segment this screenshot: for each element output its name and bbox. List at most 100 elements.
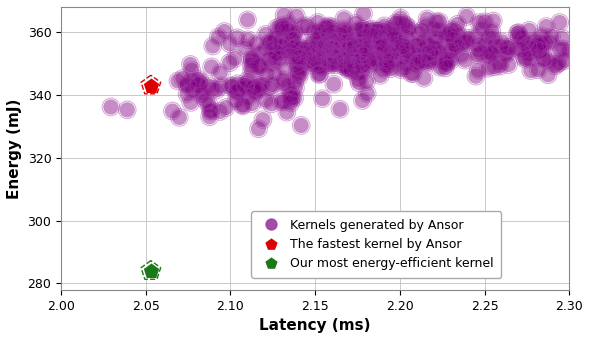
Point [274, 50, 283, 56]
Point [322, 26, 332, 32]
Point [280, 67, 290, 72]
Point [232, 89, 242, 95]
Point [487, 29, 497, 34]
Point [290, 45, 299, 51]
Point [287, 37, 296, 43]
Point [204, 102, 214, 107]
Point [272, 25, 281, 31]
Point [295, 55, 304, 61]
Point [330, 62, 340, 67]
Point [186, 100, 195, 105]
Point [238, 102, 247, 107]
Point [327, 24, 337, 30]
Point [378, 67, 388, 72]
Point [254, 63, 263, 68]
Point [215, 70, 225, 75]
Point [304, 44, 314, 49]
Point [378, 67, 388, 72]
Point [321, 55, 330, 61]
Point [350, 46, 359, 51]
Point [365, 58, 374, 63]
Point [537, 42, 547, 48]
Point [351, 21, 360, 26]
Point [419, 75, 429, 81]
Point [514, 30, 523, 35]
Point [250, 84, 260, 89]
Point [526, 68, 536, 73]
Point [525, 56, 535, 62]
Point [358, 63, 368, 68]
Point [268, 48, 278, 53]
Point [198, 93, 207, 99]
Point [315, 50, 324, 55]
Point [453, 22, 463, 27]
Point [329, 46, 339, 52]
Point [241, 45, 251, 51]
Point [194, 76, 203, 82]
Point [316, 46, 326, 52]
Point [324, 30, 333, 35]
Point [435, 65, 445, 70]
Point [283, 83, 293, 88]
Point [285, 49, 294, 54]
Point [341, 62, 350, 67]
Point [219, 29, 229, 34]
Point [389, 34, 399, 39]
Point [294, 74, 304, 80]
Point [225, 41, 235, 47]
Point [408, 56, 418, 62]
Point [378, 43, 388, 48]
Point [337, 39, 347, 45]
Point [447, 48, 456, 54]
Point [173, 78, 183, 84]
Point [276, 44, 286, 49]
Point [321, 24, 330, 30]
Point [441, 62, 451, 67]
Point [461, 40, 471, 45]
Point [297, 66, 306, 71]
Point [250, 90, 260, 95]
Point [254, 126, 263, 132]
Point [330, 38, 339, 44]
Point [317, 65, 327, 71]
Point [339, 26, 348, 32]
Point [267, 62, 277, 67]
Point [476, 51, 486, 56]
Point [243, 17, 253, 23]
Point [235, 86, 245, 92]
Point [325, 60, 335, 65]
Point [418, 28, 427, 33]
Point [429, 27, 438, 32]
Point [146, 268, 156, 274]
Point [330, 58, 340, 64]
Point [307, 62, 316, 68]
Point [255, 51, 264, 56]
Point [332, 51, 342, 56]
Point [419, 75, 429, 81]
Point [206, 108, 216, 114]
Point [535, 49, 545, 54]
Point [516, 47, 525, 52]
Point [286, 54, 295, 60]
Point [555, 60, 564, 65]
Point [205, 114, 214, 120]
Point [240, 83, 250, 88]
Point [241, 82, 250, 88]
Point [280, 67, 290, 72]
Point [299, 54, 309, 60]
Point [320, 43, 330, 49]
Point [413, 60, 422, 65]
Point [353, 77, 363, 82]
Point [294, 47, 303, 52]
Point [272, 25, 281, 31]
Point [533, 43, 542, 48]
Point [434, 27, 444, 33]
Point [281, 41, 291, 46]
Point [530, 46, 540, 52]
Point [458, 40, 468, 46]
Point [258, 82, 267, 87]
Point [434, 27, 444, 33]
Point [477, 27, 487, 32]
Point [320, 39, 330, 44]
Point [358, 52, 367, 58]
